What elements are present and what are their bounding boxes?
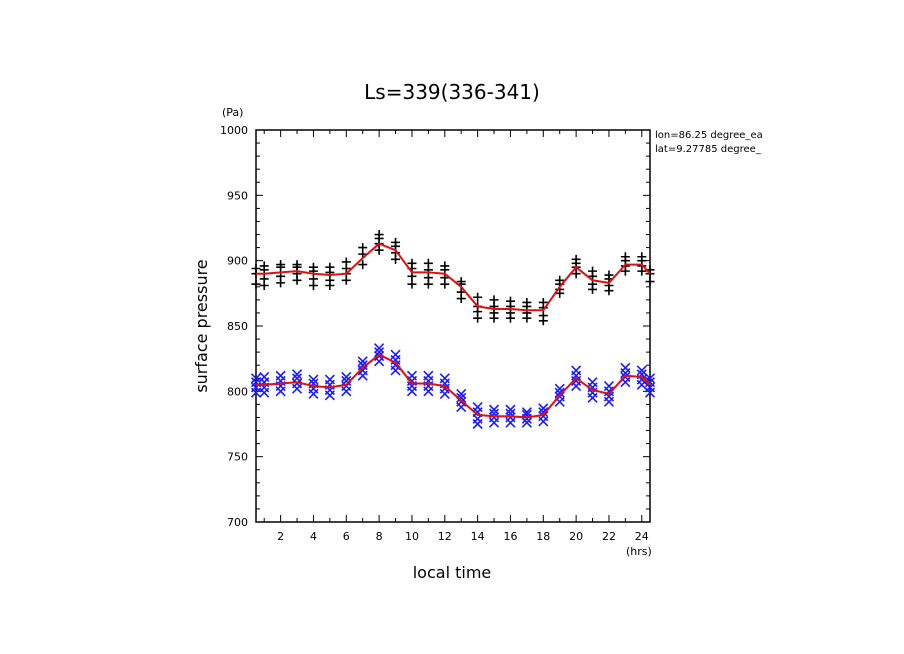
plus-marker (538, 311, 548, 321)
x-tick-label: 10 (405, 530, 419, 543)
cross-marker (423, 370, 434, 381)
plus-marker (259, 261, 269, 271)
x-tick-label: 4 (310, 530, 317, 543)
plus-marker (358, 260, 368, 270)
cross-marker (636, 365, 647, 376)
plus-marker (407, 258, 417, 268)
cross-marker (291, 373, 303, 384)
cross-marker (505, 404, 516, 415)
cross-marker (275, 370, 286, 381)
plus-marker (473, 292, 483, 302)
cross-marker (603, 381, 615, 392)
plus-marker (637, 252, 647, 262)
cross-marker (472, 401, 483, 413)
y-tick-label: 700 (227, 516, 248, 529)
cross-marker (439, 373, 450, 384)
plus-marker (276, 260, 286, 270)
plus-marker (259, 274, 269, 284)
cross-marker (587, 377, 598, 388)
plus-marker (588, 266, 598, 276)
plus-marker (374, 230, 384, 240)
cross-marker (505, 412, 516, 423)
plus-marker (456, 277, 466, 287)
plus-marker (292, 260, 302, 270)
x-tick-label: 18 (536, 530, 550, 543)
plus-marker (489, 295, 499, 305)
cross-marker (259, 371, 270, 383)
y-tick-label: 950 (227, 189, 248, 202)
y-tick-label: 900 (227, 255, 248, 268)
cross-marker (620, 362, 631, 373)
annotation-latitude: lat=9.27785 degree_ (655, 144, 762, 155)
plus-marker (505, 296, 515, 306)
plus-marker (620, 252, 630, 262)
x-tick-label: 2 (277, 530, 284, 543)
y-tick-label: 750 (227, 451, 248, 464)
cross-marker (488, 404, 500, 415)
upper-mean-line (256, 242, 651, 312)
plus-marker (456, 287, 466, 297)
plus-marker (440, 261, 450, 271)
cross-marker (357, 360, 368, 371)
cross-marker (521, 407, 532, 418)
plus-marker (325, 262, 335, 272)
x-tick-label: 20 (569, 530, 583, 543)
cross-marker (341, 371, 352, 383)
plus-marker (341, 257, 351, 267)
cross-marker (456, 392, 467, 403)
cross-marker (291, 369, 303, 380)
plus-marker (538, 297, 548, 307)
x-tick-label: 6 (343, 530, 350, 543)
cross-marker (374, 350, 385, 362)
x-axis-label: local time (413, 563, 492, 582)
plus-marker (645, 277, 655, 287)
y-tick-label: 850 (227, 320, 248, 333)
cross-marker (488, 412, 500, 423)
cross-marker (341, 375, 352, 386)
x-tick-label: 12 (438, 530, 452, 543)
x-tick-label: 24 (635, 530, 649, 543)
plus-marker (325, 275, 335, 285)
y-tick-label: 800 (227, 385, 248, 398)
chart-title: Ls=339(336-341) (364, 80, 540, 104)
cross-marker (521, 417, 532, 428)
x-tick-label: 16 (503, 530, 517, 543)
plus-marker (423, 258, 433, 268)
y-tick-label: 1000 (220, 124, 248, 137)
y-axis-label: surface pressure (192, 259, 211, 392)
plus-marker (555, 275, 565, 285)
x-tick-label: 14 (471, 530, 485, 543)
lower-mean-line (256, 353, 651, 419)
x-unit-label: (hrs) (626, 545, 652, 558)
cross-marker (644, 377, 656, 388)
plus-marker (251, 264, 261, 274)
plus-marker (604, 270, 614, 280)
plus-marker (358, 243, 368, 253)
plus-marker (391, 237, 401, 247)
cross-marker (250, 373, 262, 384)
cross-marker (324, 374, 335, 385)
plus-marker (251, 279, 261, 289)
plot-frame (255, 129, 651, 523)
cross-marker (538, 411, 549, 422)
cross-marker (390, 349, 401, 360)
cross-marker (374, 343, 385, 354)
cross-marker (308, 374, 319, 385)
x-tick-label: 22 (602, 530, 616, 543)
plus-marker (308, 262, 318, 272)
plus-marker (423, 273, 433, 283)
plus-marker (308, 274, 318, 284)
annotation-longitude: lon=86.25 degree_ea (655, 130, 763, 141)
x-tick-label: 8 (376, 530, 383, 543)
cross-marker (554, 387, 565, 398)
plus-marker (571, 254, 581, 264)
plus-marker (407, 279, 417, 289)
cross-marker (571, 365, 582, 376)
y-unit-label: (Pa) (222, 106, 243, 119)
plus-marker (522, 297, 532, 307)
